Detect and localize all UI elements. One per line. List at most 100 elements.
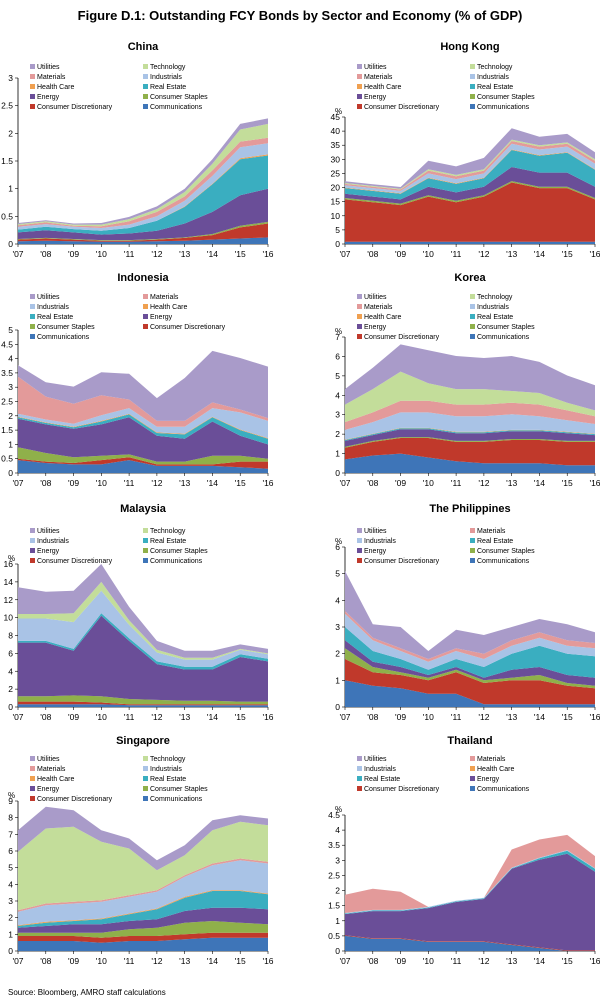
malaysia-ylabel: %: [8, 554, 15, 563]
korea-area-industrials: [345, 412, 595, 440]
singapore-ytick-label: 3: [8, 896, 13, 906]
korea-xtick-label: '07: [339, 478, 350, 488]
thailand-legend-swatch-industrials: [357, 766, 362, 771]
hong-kong-legend-label-communications: Communications: [477, 104, 530, 111]
singapore-xtick-label: '11: [124, 956, 135, 966]
hong-kong-legend-label-consumer-staples: Consumer Staples: [477, 94, 535, 101]
the-philippines-legend-label-energy: Energy: [364, 548, 387, 555]
the-philippines-ytick-label: 5: [335, 569, 340, 579]
indonesia-legend-swatch-materials: [143, 294, 148, 299]
korea-legend-swatch-health-care: [357, 314, 362, 319]
china-title: China: [128, 41, 159, 53]
china-area-technology: [18, 123, 268, 227]
malaysia-legend-label-utilities: Utilities: [37, 528, 60, 535]
thailand-xtick-label: '09: [395, 956, 406, 966]
thailand-xtick-label: '14: [534, 956, 545, 966]
thailand-legend-label-industrials: Industrials: [364, 766, 396, 773]
indonesia-ytick-label: 2: [8, 411, 13, 421]
thailand-legend-swatch-energy: [470, 776, 475, 781]
hong-kong-legend-swatch-communications: [470, 104, 475, 109]
indonesia-xtick-label: '15: [235, 478, 246, 488]
indonesia-legend-label-energy: Energy: [150, 314, 173, 321]
hong-kong-legend-label-industrials: Industrials: [477, 74, 509, 81]
korea-legend-label-utilities: Utilities: [364, 294, 387, 301]
malaysia-legend-swatch-industrials: [30, 538, 35, 543]
malaysia-legend-label-industrials: Industrials: [37, 538, 69, 545]
the-philippines-xtick-label: '16: [589, 712, 600, 722]
hong-kong-legend-swatch-technology: [470, 64, 475, 69]
the-philippines-xtick-label: '13: [506, 712, 517, 722]
singapore-xtick-label: '09: [68, 956, 79, 966]
korea-legend-label-industrials: Industrials: [477, 304, 509, 311]
singapore-legend-label-utilities: Utilities: [37, 756, 60, 763]
thailand-area-communications: [345, 935, 595, 951]
malaysia-legend-label-communications: Communications: [150, 558, 203, 565]
china-legend-swatch-communications: [143, 104, 148, 109]
korea-area-materials: [345, 400, 595, 430]
thailand-xtick-label: '10: [423, 956, 434, 966]
the-philippines-xtick-label: '09: [395, 712, 406, 722]
hong-kong-area-utilities: [345, 128, 595, 189]
indonesia-legend-label-utilities: Utilities: [37, 294, 60, 301]
singapore-ytick-label: 9: [8, 796, 13, 806]
singapore-xtick-label: '12: [151, 956, 162, 966]
indonesia-xtick-label: '14: [207, 478, 218, 488]
hong-kong-title: Hong Kong: [440, 41, 499, 53]
indonesia-area-real-estate: [18, 414, 268, 445]
singapore-legend-label-materials: Materials: [37, 766, 66, 773]
singapore-legend-swatch-consumer-discretionary: [30, 796, 35, 801]
malaysia-legend-swatch-utilities: [30, 528, 35, 533]
korea-ytick-label: 7: [335, 332, 340, 342]
indonesia-area-consumer-staples: [18, 447, 268, 465]
malaysia-legend-swatch-consumer-discretionary: [30, 558, 35, 563]
indonesia-legend-label-health-care: Health Care: [150, 304, 187, 311]
indonesia-ytick-label: 4.5: [1, 339, 13, 349]
the-philippines-ytick-label: 1: [335, 675, 340, 685]
indonesia-xtick-label: '12: [151, 478, 162, 488]
hong-kong-legend-label-consumer-discretionary: Consumer Discretionary: [364, 104, 440, 111]
malaysia-ytick-label: 12: [4, 595, 14, 605]
the-philippines-xtick-label: '12: [478, 712, 489, 722]
china-ytick-label: 2: [8, 128, 13, 138]
indonesia-ytick-label: 1.5: [1, 425, 13, 435]
indonesia-area-consumer-discretionary: [18, 457, 268, 469]
hong-kong-xtick-label: '14: [534, 249, 545, 259]
korea-ytick-label: 0: [335, 468, 340, 478]
hong-kong-ylabel: %: [335, 107, 342, 116]
thailand-ytick-label: 3.5: [328, 840, 340, 850]
korea-legend-swatch-real-estate: [470, 314, 475, 319]
the-philippines-legend-label-consumer-discretionary: Consumer Discretionary: [364, 558, 440, 565]
china-xtick-label: '10: [96, 249, 107, 259]
indonesia-xtick-label: '13: [179, 478, 190, 488]
korea-ytick-label: 6: [335, 351, 340, 361]
malaysia-ytick-label: 0: [8, 702, 13, 712]
thailand-xtick-label: '16: [589, 956, 600, 966]
singapore-ytick-label: 6: [8, 846, 13, 856]
korea-ytick-label: 5: [335, 371, 340, 381]
malaysia-area-communications: [18, 704, 268, 707]
malaysia-ytick-label: 2: [8, 684, 13, 694]
hong-kong-ytick-label: 10: [331, 211, 341, 221]
the-philippines-legend-label-utilities: Utilities: [364, 528, 387, 535]
the-philippines-legend-label-materials: Materials: [477, 528, 506, 535]
korea-ytick-label: 3: [335, 410, 340, 420]
the-philippines-xtick-label: '15: [562, 712, 573, 722]
indonesia-legend-swatch-utilities: [30, 294, 35, 299]
china-legend-label-materials: Materials: [37, 74, 66, 81]
china-legend-swatch-materials: [30, 74, 35, 79]
korea-legend-label-communications: Communications: [477, 334, 530, 341]
singapore-ytick-label: 7: [8, 829, 13, 839]
singapore-area-energy: [18, 907, 268, 933]
singapore-area-communications: [18, 937, 268, 951]
thailand-area-consumer-discretionary: [345, 935, 595, 951]
thailand-xtick-label: '15: [562, 956, 573, 966]
singapore-legend-swatch-technology: [143, 756, 148, 761]
china-ytick-label: 1.5: [1, 156, 13, 166]
china-xtick-label: '07: [12, 249, 23, 259]
hong-kong-xtick-label: '08: [367, 249, 378, 259]
hong-kong-xtick-label: '09: [395, 249, 406, 259]
singapore-legend-label-consumer-discretionary: Consumer Discretionary: [37, 796, 113, 803]
indonesia-legend-swatch-energy: [143, 314, 148, 319]
indonesia-xtick-label: '11: [124, 478, 135, 488]
